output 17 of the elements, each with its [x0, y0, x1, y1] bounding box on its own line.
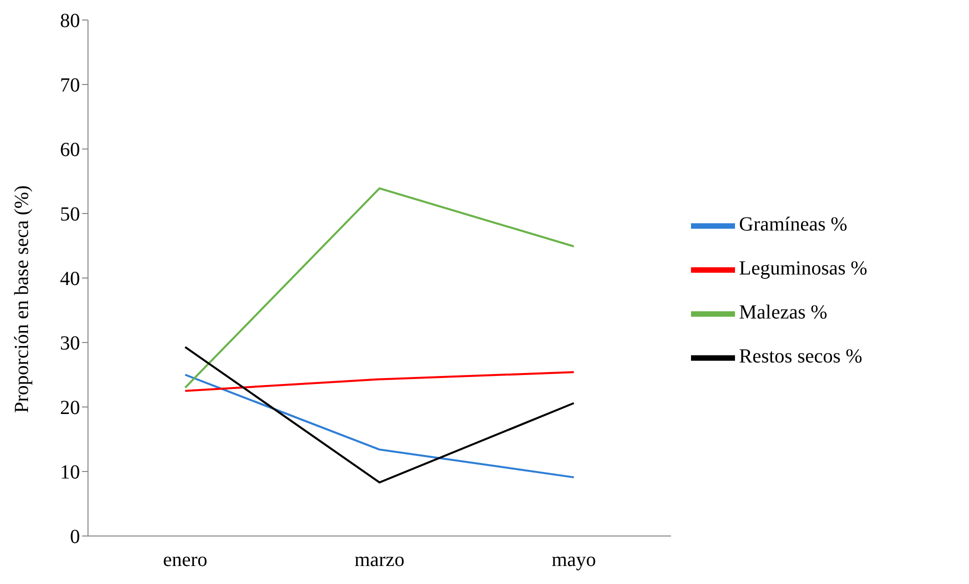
legend-label: Malezas % [739, 302, 828, 324]
y-tick-label: 10 [60, 462, 80, 484]
legend-label: Restos secos % [739, 346, 862, 368]
y-axis-title: Proporción en base seca (%) [11, 185, 34, 413]
x-tick-label: mayo [552, 549, 596, 572]
y-tick-label: 40 [60, 268, 80, 290]
legend-label: Gramíneas % [739, 214, 848, 236]
y-tick-label: 60 [60, 139, 80, 162]
y-tick-label: 0 [70, 526, 80, 548]
y-tick-label: 50 [60, 204, 80, 226]
legend-label: Leguminosas % [739, 258, 868, 280]
y-tick-label: 20 [60, 397, 80, 420]
y-tick-label: 30 [60, 332, 80, 355]
x-tick-label: marzo [354, 549, 404, 572]
y-tick-label: 80 [60, 10, 80, 32]
y-tick-label: 70 [60, 74, 80, 97]
x-tick-label: enero [162, 549, 208, 572]
